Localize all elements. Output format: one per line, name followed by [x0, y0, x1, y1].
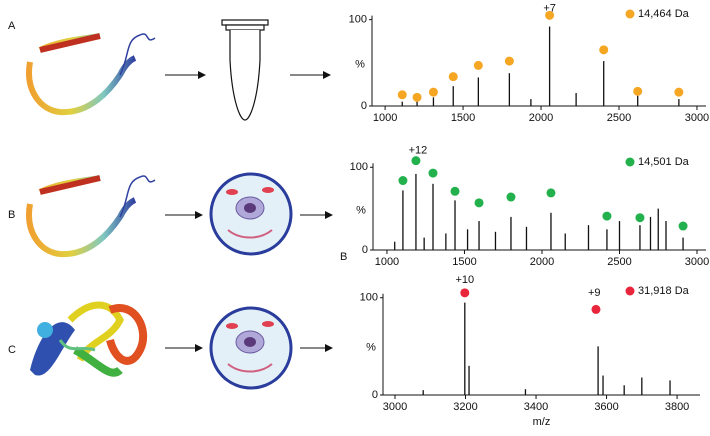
y-axis-label: % — [355, 58, 365, 70]
x-tick-label: 2500 — [607, 256, 631, 268]
y-tick-label: 0 — [372, 389, 378, 401]
side-label: B — [340, 251, 347, 263]
y-axis-label: % — [366, 341, 376, 353]
y-tick-label: 0 — [362, 244, 368, 256]
cell — [209, 172, 293, 256]
panel-label: A — [8, 20, 16, 32]
x-tick-label: 3000 — [685, 112, 709, 124]
y-axis-label: % — [356, 204, 366, 216]
protein-illustration — [30, 301, 148, 377]
x-tick-label: 3200 — [453, 401, 477, 413]
panel-label: C — [8, 344, 16, 356]
legend-marker — [625, 286, 635, 296]
charge-state-marker — [674, 87, 684, 97]
charge-state-marker — [473, 60, 483, 70]
protein-illustration — [26, 33, 156, 116]
charge-state-marker — [591, 304, 601, 314]
panel-label: B — [8, 209, 15, 221]
x-tick-label: 1500 — [452, 256, 476, 268]
x-tick-label: 3600 — [594, 401, 618, 413]
x-tick-label: 1500 — [451, 112, 475, 124]
x-tick-label: 3000 — [685, 256, 709, 268]
charge-state-marker — [428, 87, 438, 97]
x-tick-label: 3000 — [383, 401, 407, 413]
x-tick-label: 1000 — [373, 112, 397, 124]
y-tick-label: 100 — [350, 161, 368, 173]
tube — [221, 19, 269, 121]
annotation: +7 — [543, 2, 556, 14]
y-tick-label: 100 — [349, 14, 367, 26]
charge-state-marker — [506, 192, 516, 202]
legend-marker — [625, 9, 635, 19]
y-tick-label: 100 — [360, 292, 378, 304]
annotation: +12 — [409, 145, 428, 157]
annotation: +9 — [588, 287, 601, 299]
charge-state-marker — [450, 186, 460, 196]
charge-state-marker — [460, 288, 470, 298]
x-tick-label: 3400 — [524, 401, 548, 413]
charge-state-marker — [398, 176, 408, 186]
charge-state-marker — [428, 168, 438, 178]
x-tick-label: 2000 — [529, 112, 553, 124]
charge-state-marker — [397, 90, 407, 100]
charge-state-marker — [599, 45, 609, 55]
charge-state-marker — [633, 86, 643, 96]
x-tick-label: 2500 — [607, 112, 631, 124]
charge-state-marker — [411, 156, 421, 166]
y-tick-label: 0 — [361, 100, 367, 112]
legend-label: 31,918 Da — [638, 285, 690, 297]
charge-state-marker — [474, 198, 484, 208]
x-axis-label: m/z — [533, 416, 551, 428]
charge-state-marker — [635, 213, 645, 223]
x-tick-label: 3800 — [665, 401, 689, 413]
charge-state-marker — [448, 72, 458, 82]
charge-state-marker — [545, 10, 555, 20]
charge-state-marker — [546, 188, 556, 198]
cell — [209, 306, 293, 390]
charge-state-marker — [412, 92, 422, 102]
charge-state-marker — [504, 56, 514, 66]
charge-state-marker — [602, 211, 612, 221]
legend-marker — [625, 157, 635, 167]
charge-state-marker — [678, 221, 688, 231]
legend-label: 14,464 Da — [638, 8, 690, 20]
protein-illustration — [26, 175, 156, 258]
annotation: +10 — [455, 274, 474, 286]
legend-label: 14,501 Da — [638, 156, 690, 168]
x-tick-label: 1000 — [375, 256, 399, 268]
x-tick-label: 2000 — [530, 256, 554, 268]
